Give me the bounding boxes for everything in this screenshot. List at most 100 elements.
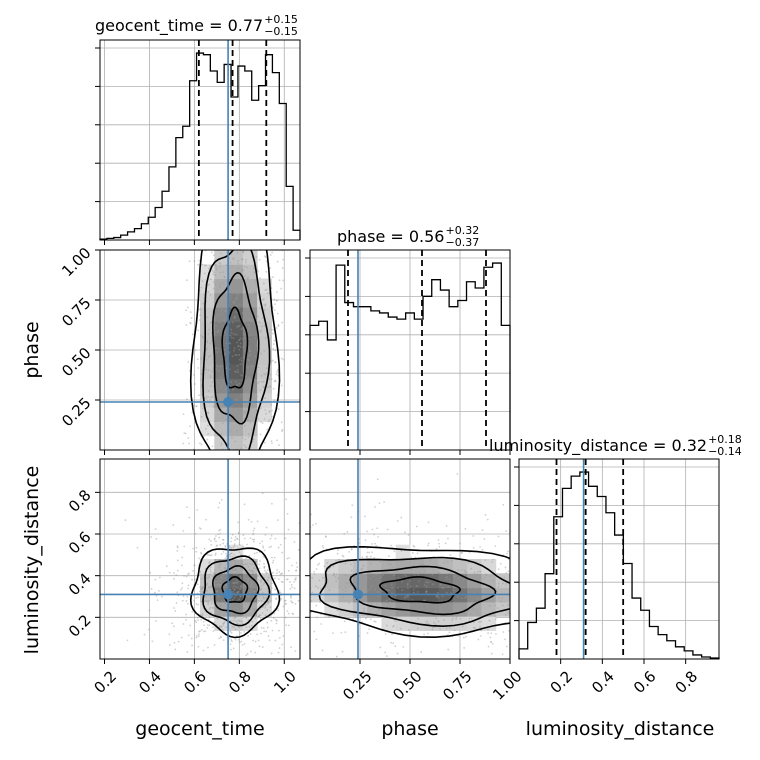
panel-geocent_time-luminosity_distance-point <box>212 575 215 578</box>
panel-geocent_time-luminosity_distance-point <box>225 552 228 555</box>
panel-phase-luminosity_distance-density-cell <box>381 559 397 574</box>
panel-phase-luminosity_distance-point <box>441 595 444 598</box>
panel-geocent_time-luminosity_distance-point <box>222 624 225 626</box>
panel-geocent_time-luminosity_distance-point <box>185 506 188 509</box>
panel-geocent_time-phase-point <box>275 299 278 302</box>
panel-geocent_time-phase-point <box>269 469 271 471</box>
panel-phase-luminosity_distance-point <box>485 600 488 603</box>
panel-geocent_time-phase-density-cell <box>200 378 215 394</box>
panel-geocent_time-luminosity_distance-point <box>283 599 286 602</box>
panel-geocent_time-luminosity_distance-point <box>274 577 276 580</box>
panel-geocent_time-luminosity_distance-point <box>186 595 189 598</box>
panel-geocent_time-phase-point <box>276 370 279 373</box>
panel-geocent_time-phase-point <box>215 266 218 269</box>
panel-geocent_time-phase-point <box>182 442 185 445</box>
panel-geocent_time-luminosity_distance-contour-0 <box>221 575 249 603</box>
panel-geocent_time-luminosity_distance-point <box>219 626 221 629</box>
panel-phase-luminosity_distance-point <box>455 618 458 620</box>
panel-phase-luminosity_distance-point <box>306 612 308 614</box>
panel-geocent_time-phase-point <box>240 177 242 179</box>
panel-geocent_time-luminosity_distance-point <box>234 638 237 641</box>
panel-geocent_time-phase-point <box>240 172 242 174</box>
panel-geocent_time-luminosity_distance-point <box>216 544 219 547</box>
panel-geocent_time-luminosity_distance-point <box>232 619 235 622</box>
panel-phase-luminosity_distance-point <box>388 598 391 601</box>
panel-geocent_time-phase-point <box>250 365 253 368</box>
panel-geocent_time-phase-density-cell <box>242 264 258 280</box>
panel-geocent_time-phase-point <box>230 248 232 250</box>
panel-phase-luminosity_distance-point <box>365 617 367 620</box>
panel-geocent_time-luminosity_distance-point <box>276 519 279 521</box>
panel-geocent_time-phase-point <box>244 230 246 232</box>
panel-geocent_time-luminosity_distance-point <box>200 552 203 555</box>
panel-geocent_time-luminosity_distance-point <box>286 610 289 613</box>
panel-geocent_time-luminosity_distance-point <box>225 611 228 614</box>
panel-geocent_time-luminosity_distance-point <box>201 661 203 663</box>
panel-geocent_time-phase-point <box>203 194 205 196</box>
panel-geocent_time-luminosity_distance-point <box>225 568 228 571</box>
panel-phase-luminosity_distance-point <box>425 581 428 584</box>
panel-geocent_time-luminosity_distance-point <box>195 546 198 549</box>
panel-geocent_time-phase-point <box>220 387 223 390</box>
panel-phase-luminosity_distance-point <box>349 563 352 566</box>
panel-phase-luminosity_distance-point <box>317 587 320 589</box>
panel-geocent_time-phase-point <box>240 357 243 360</box>
panel-geocent_time-luminosity_distance-point <box>240 614 243 616</box>
panel-geocent_time-phase-point <box>224 310 227 312</box>
panel-geocent_time-phase-point <box>190 502 192 504</box>
panel-geocent_time-luminosity_distance-contour-1 <box>211 564 260 615</box>
panel-geocent_time-luminosity_distance-point <box>235 569 238 572</box>
panel-phase-luminosity_distance-point <box>366 576 369 579</box>
panel-geocent_time-luminosity_distance-point <box>287 569 290 572</box>
panel-geocent_time-phase-point <box>229 167 231 169</box>
panel-geocent_time-luminosity_distance-point <box>223 588 226 591</box>
panel-geocent_time-phase-point <box>244 337 247 340</box>
panel-geocent_time-luminosity_distance-point <box>266 572 268 574</box>
panel-geocent_time-phase-point <box>182 112 184 114</box>
panel-geocent_time-phase-point <box>257 512 259 514</box>
panel-geocent_time-luminosity_distance-point <box>240 602 243 605</box>
panel-phase-luminosity_distance-point <box>549 612 551 614</box>
panel-phase-luminosity_distance-point <box>445 578 448 581</box>
panel-geocent_time-phase-point <box>200 234 202 236</box>
panel-phase-luminosity_distance-point <box>264 545 266 547</box>
panel-geocent_time-luminosity_distance-point <box>229 643 232 646</box>
panel-phase-luminosity_distance-point <box>367 661 369 663</box>
panel-phase-luminosity_distance-point <box>378 609 381 612</box>
panel-geocent_time-phase-point <box>265 288 268 291</box>
panel-phase-luminosity_distance-point <box>479 635 482 637</box>
panel-geocent_time-luminosity_distance-point <box>124 519 127 521</box>
panel-geocent_time-phase-point <box>219 286 221 289</box>
panel-phase-luminosity_distance-point <box>281 660 283 662</box>
panel-phase-luminosity_distance-point <box>414 556 416 559</box>
panel-phase-luminosity_distance-point <box>392 642 395 645</box>
panel-geocent_time-luminosity_distance-point <box>290 646 292 649</box>
panel-geocent_time-phase-density-cell <box>214 350 230 365</box>
title-sub-phase: −0.37 <box>445 236 479 249</box>
panel-geocent_time-luminosity_distance-point <box>218 502 221 504</box>
panel-phase-luminosity_distance-density-cell <box>410 601 425 617</box>
panel-geocent_time-phase-point <box>255 395 258 398</box>
panel-geocent_time-phase-point <box>234 416 237 419</box>
panel-phase-luminosity_distance-point <box>425 590 428 592</box>
panel-geocent_time-luminosity_distance-point <box>223 621 226 623</box>
panel-phase-luminosity_distance-point <box>297 591 299 593</box>
panel-phase-luminosity_distance-point <box>406 607 409 610</box>
panel-geocent_time-luminosity_distance-point <box>276 569 279 571</box>
panel-geocent_time-phase-point <box>203 272 206 275</box>
panel-geocent_time-luminosity_distance-point <box>266 579 269 581</box>
panel-phase-luminosity_distance-point <box>435 606 438 609</box>
panel-geocent_time-phase-point <box>205 497 207 499</box>
panel-phase-luminosity_distance-density-cell <box>352 559 368 574</box>
panel-geocent_time-phase-point <box>246 468 248 470</box>
panel-phase-luminosity_distance-point <box>374 588 377 591</box>
panel-geocent_time-phase-density-cell <box>200 321 215 337</box>
panel-phase-luminosity_distance-point <box>281 531 283 533</box>
panel-geocent_time-luminosity_distance-point <box>290 583 293 586</box>
panel-geocent_time-phase-point <box>230 381 232 383</box>
panel-geocent_time-phase-point <box>276 291 278 294</box>
panel-phase-luminosity_distance-point <box>371 543 373 545</box>
panel-geocent_time-luminosity_distance-point <box>214 572 217 574</box>
panel-geocent_time-phase-point <box>248 350 251 353</box>
panel-geocent_time-luminosity_distance-point <box>201 587 204 589</box>
